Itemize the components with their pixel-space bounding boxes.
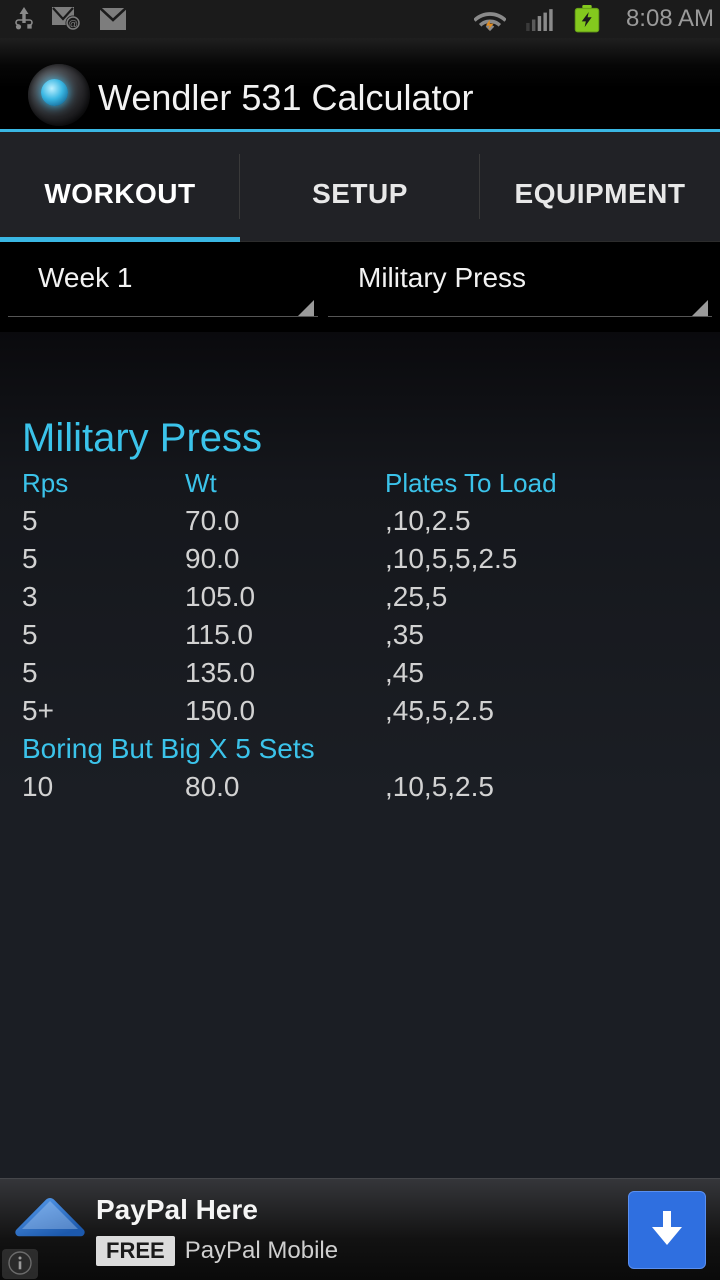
svg-text:@: @: [68, 20, 78, 31]
